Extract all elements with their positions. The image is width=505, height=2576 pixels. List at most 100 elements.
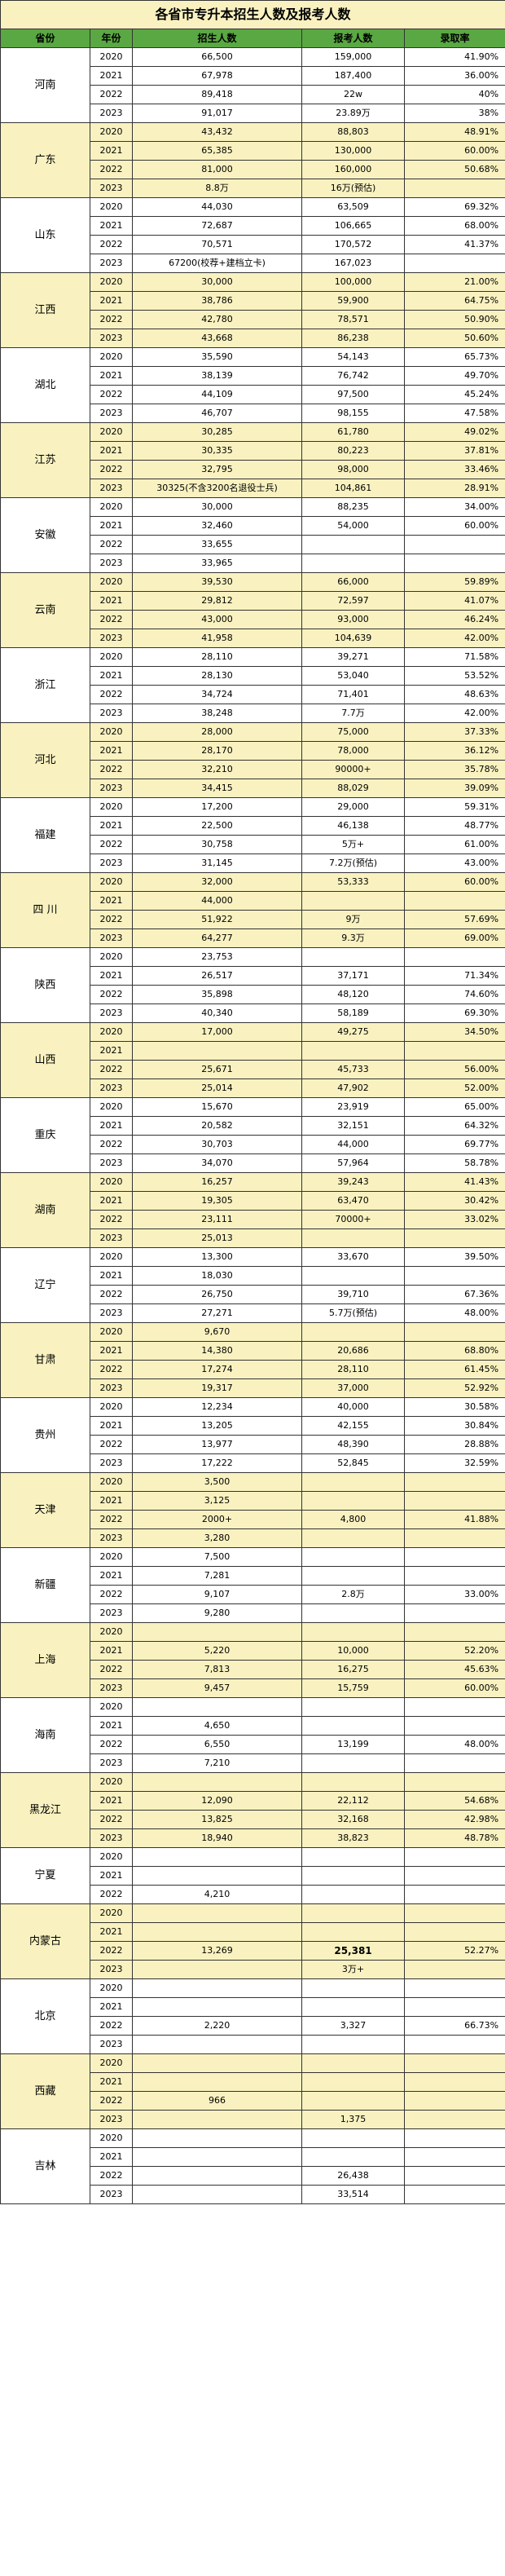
table-row: 2022 7,813 16,275 45.63% xyxy=(1,1660,505,1679)
applicants-cell xyxy=(301,1622,405,1642)
year-cell: 2021 xyxy=(90,1641,133,1661)
table-row: 2022 13,977 48,390 28.88% xyxy=(1,1435,505,1454)
table-row: 2021 xyxy=(1,2147,505,2167)
table-row: 江苏 2020 30,285 61,780 49.02% xyxy=(0,422,505,498)
enrollment-cell: 34,724 xyxy=(132,685,302,704)
year-cell: 2020 xyxy=(90,647,133,667)
admission-rate-cell xyxy=(403,1228,505,1248)
enrollment-cell xyxy=(132,2128,302,2148)
applicants-cell xyxy=(301,1903,405,1923)
year-cell: 2020 xyxy=(90,1772,133,1792)
admission-rate-cell xyxy=(403,1716,505,1736)
year-cell: 2021 xyxy=(90,291,133,311)
applicants-cell: 33,670 xyxy=(301,1247,405,1267)
admission-rate-cell: 52.20% xyxy=(403,1641,505,1661)
province-cell: 新疆 xyxy=(0,1547,90,1623)
enrollment-cell: 32,795 xyxy=(132,460,302,479)
year-cell: 2020 xyxy=(90,1022,133,1042)
admission-rate-cell: 45.24% xyxy=(403,385,505,404)
province-cell: 重庆 xyxy=(0,1097,90,1173)
year-cell: 2022 xyxy=(90,160,133,179)
enrollment-cell: 46,707 xyxy=(132,404,302,423)
admission-rate-cell xyxy=(403,1322,505,1342)
applicants-cell: 167,023 xyxy=(301,254,405,273)
year-cell: 2020 xyxy=(90,197,133,217)
year-cell: 2020 xyxy=(90,1697,133,1717)
applicants-cell: 37,171 xyxy=(301,966,405,986)
year-cell: 2021 xyxy=(90,1341,133,1361)
table-row: 2022 89,418 22w 40% xyxy=(1,85,505,104)
applicants-cell: 16万(预估) xyxy=(301,179,405,198)
year-cell: 2022 xyxy=(90,760,133,779)
applicants-cell: 187,400 xyxy=(301,66,405,86)
year-cell: 2021 xyxy=(90,666,133,686)
enrollment-cell: 12,090 xyxy=(132,1791,302,1811)
table-row: 2023 27,271 5.7万(预估) 48.00% xyxy=(1,1303,505,1323)
admission-rate-cell xyxy=(403,1885,505,1904)
enrollment-cell: 65,385 xyxy=(132,141,302,161)
admission-rate-cell: 43.00% xyxy=(403,854,505,873)
applicants-cell: 100,000 xyxy=(301,272,405,292)
table-row: 2022 35,898 48,120 74.60% xyxy=(1,985,505,1004)
year-cell: 2021 xyxy=(90,66,133,86)
year-cell: 2021 xyxy=(90,1491,133,1511)
enrollment-cell: 38,786 xyxy=(132,291,302,311)
enrollment-cell: 17,222 xyxy=(132,1453,302,1473)
year-cell: 2021 xyxy=(90,591,133,611)
enrollment-cell: 18,030 xyxy=(132,1266,302,1286)
admission-rate-cell: 65.00% xyxy=(403,1097,505,1117)
enrollment-cell: 28,170 xyxy=(132,741,302,761)
applicants-cell: 38,823 xyxy=(301,1828,405,1848)
admission-rate-cell xyxy=(403,1772,505,1792)
table-row: 云南 2020 39,530 66,000 59.89% xyxy=(0,572,505,648)
table-title: 各省市专升本招生人数及报考人数 xyxy=(0,0,505,29)
enrollment-cell: 35,590 xyxy=(132,347,302,367)
header-row: 省份 年份 招生人数 报考人数 录取率 xyxy=(0,29,505,48)
admission-rate-cell: 69.30% xyxy=(403,1003,505,1023)
table-row: 2021 32,460 54,000 60.00% xyxy=(1,516,505,536)
enrollment-cell: 8.8万 xyxy=(132,179,302,198)
enrollment-cell xyxy=(132,1847,302,1867)
applicants-cell: 1,375 xyxy=(301,2110,405,2129)
year-cell: 2022 xyxy=(90,1285,133,1304)
table-row: 2022 32,795 98,000 33.46% xyxy=(1,460,505,479)
enrollment-cell: 38,139 xyxy=(132,366,302,386)
table-row: 2023 34,070 57,964 58.78% xyxy=(1,1153,505,1173)
year-cell: 2020 xyxy=(90,347,133,367)
admission-rate-cell xyxy=(403,1753,505,1773)
applicants-cell: 39,271 xyxy=(301,647,405,667)
table-row: 2023 38,248 7.7万 42.00% xyxy=(1,704,505,723)
admission-rate-cell: 52.92% xyxy=(403,1378,505,1398)
applicants-cell: 63,509 xyxy=(301,197,405,217)
year-cell: 2023 xyxy=(90,104,133,123)
year-cell: 2023 xyxy=(90,929,133,948)
enrollment-cell: 4,210 xyxy=(132,1885,302,1904)
year-cell: 2023 xyxy=(90,554,133,573)
enrollment-cell xyxy=(132,1697,302,1717)
enrollment-cell: 3,280 xyxy=(132,1528,302,1548)
table-row: 2021 28,170 78,000 36.12% xyxy=(1,741,505,761)
year-cell: 2023 xyxy=(90,254,133,273)
year-cell: 2023 xyxy=(90,2185,133,2204)
admission-rate-cell xyxy=(403,1622,505,1642)
province-cell: 西藏 xyxy=(0,2053,90,2129)
admission-rate-cell: 49.02% xyxy=(403,422,505,442)
enrollment-cell: 9,457 xyxy=(132,1678,302,1698)
year-cell: 2023 xyxy=(90,479,133,498)
admission-rate-cell: 48.00% xyxy=(403,1303,505,1323)
applicants-cell xyxy=(301,554,405,573)
year-cell: 2020 xyxy=(90,1847,133,1867)
year-cell: 2023 xyxy=(90,404,133,423)
province-cell: 天津 xyxy=(0,1472,90,1548)
admission-rate-cell: 52.27% xyxy=(403,1941,505,1961)
table-row: 2021 13,205 42,155 30.84% xyxy=(1,1416,505,1436)
applicants-cell: 53,040 xyxy=(301,666,405,686)
admission-rate-cell: 52.00% xyxy=(403,1078,505,1098)
applicants-cell: 104,861 xyxy=(301,479,405,498)
province-cell: 上海 xyxy=(0,1622,90,1698)
enrollment-cell: 34,070 xyxy=(132,1153,302,1173)
admission-rate-cell xyxy=(403,1922,505,1942)
applicants-cell xyxy=(301,1528,405,1548)
applicants-cell: 170,572 xyxy=(301,235,405,254)
province-cell: 江苏 xyxy=(0,422,90,498)
